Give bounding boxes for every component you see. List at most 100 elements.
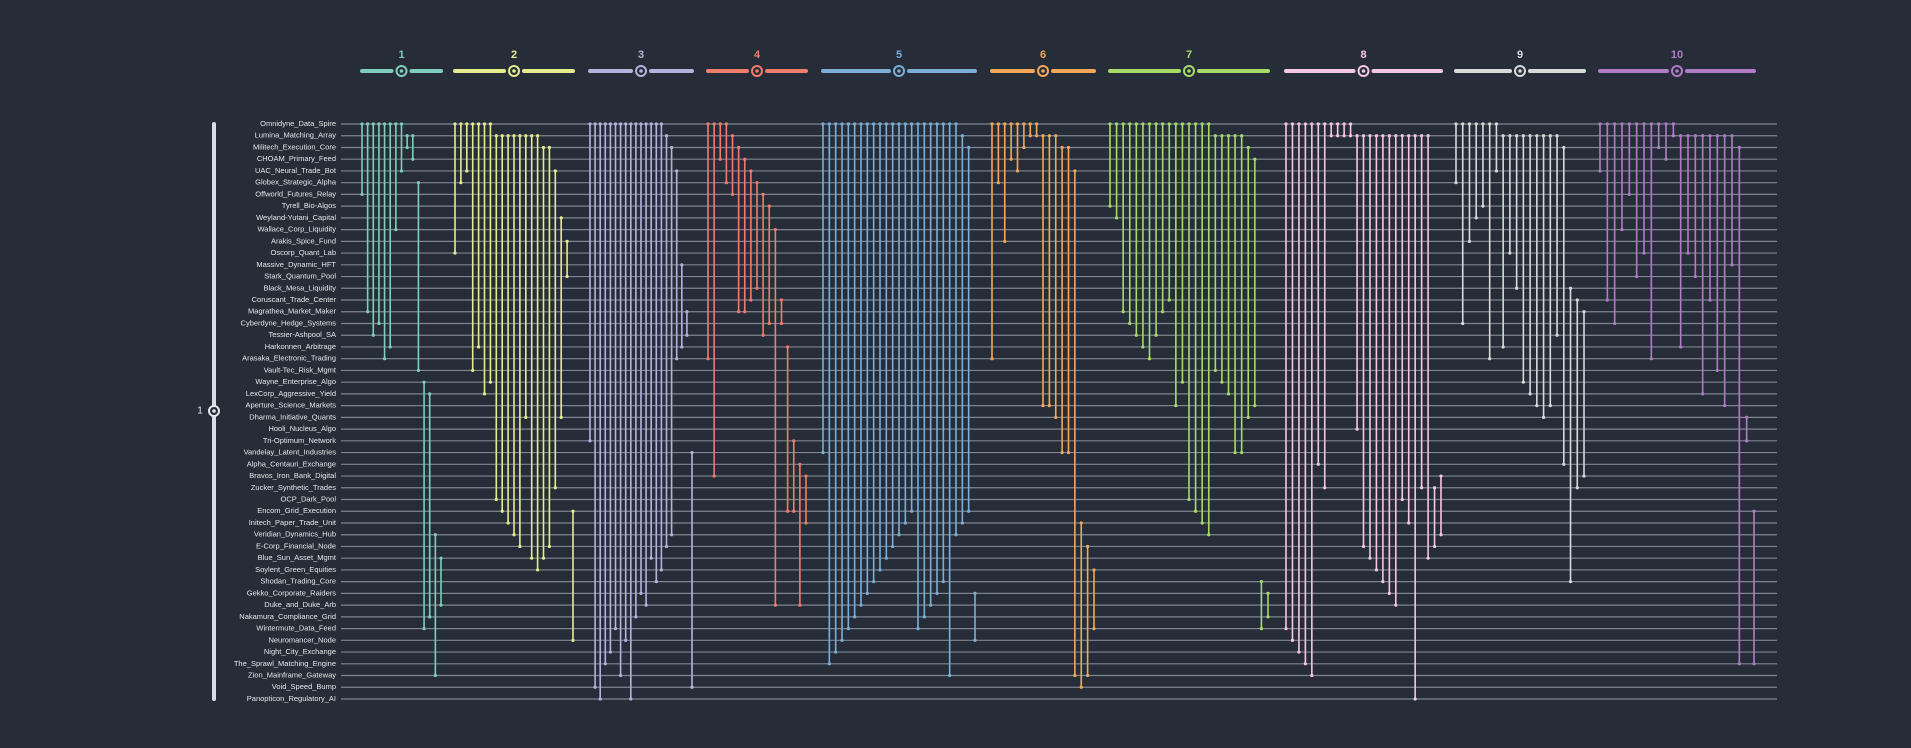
column-start [488, 122, 492, 126]
column-start [1374, 134, 1379, 138]
column-start [706, 122, 710, 126]
column-start [1474, 122, 1478, 126]
group-handle-dot [399, 69, 404, 73]
column-start [1635, 122, 1639, 126]
column-end [588, 439, 592, 443]
column-start [411, 134, 415, 138]
column-end [706, 357, 710, 361]
column-start [1723, 134, 1727, 138]
column-start [639, 122, 643, 126]
column-start [859, 122, 863, 126]
row-label: Void_Speed_Bump [272, 682, 336, 691]
column-start [730, 134, 735, 138]
column-start [1562, 145, 1566, 150]
column-start [1310, 122, 1314, 126]
column-end [1336, 134, 1340, 138]
column-start [382, 122, 387, 126]
column-end [377, 321, 381, 326]
column-start [1355, 134, 1359, 138]
column-end [1494, 169, 1499, 173]
column-end [659, 568, 664, 572]
group-handle-dot [1041, 69, 1045, 73]
column-start [853, 122, 857, 126]
column-end [471, 368, 475, 373]
column-end [512, 533, 516, 537]
column-start [1161, 122, 1165, 126]
column-start [690, 450, 694, 455]
column-start [1454, 122, 1458, 126]
column-end [724, 181, 728, 185]
column-start [910, 122, 914, 126]
column-end [767, 321, 771, 326]
column-end [1568, 580, 1573, 584]
column-start [1009, 122, 1013, 126]
column-start [916, 122, 920, 126]
column-start [1642, 122, 1646, 126]
column-start [1303, 122, 1307, 126]
column-end [859, 603, 863, 607]
column-end [730, 192, 735, 197]
column-end [929, 603, 933, 607]
column-end [935, 591, 939, 595]
group-label: 6 [1040, 49, 1046, 61]
column-end [1715, 368, 1719, 373]
column-start [1348, 122, 1353, 126]
column-start [536, 134, 540, 138]
column-start [827, 122, 831, 126]
column-end [506, 521, 510, 525]
column-end [629, 697, 633, 701]
row-label: Omnidyne_Data_Spire [260, 119, 336, 128]
column-end [779, 321, 784, 326]
column-end [654, 580, 658, 584]
column-end [1374, 568, 1379, 572]
column-start [1022, 122, 1026, 126]
column-start [767, 204, 771, 208]
column-end [1752, 662, 1756, 666]
row-label: Militech_Execution_Core [253, 142, 336, 151]
column-end [1461, 321, 1465, 326]
row-label: Zucker_Synthetic_Trades [251, 483, 336, 492]
column-start [1193, 122, 1198, 126]
column-end [1348, 134, 1353, 138]
column-start [1253, 157, 1257, 161]
column-start [603, 122, 607, 126]
column-start [1715, 134, 1719, 138]
column-end [1035, 134, 1039, 138]
column-start [664, 134, 669, 138]
column-end [1134, 333, 1138, 337]
column-end [1693, 274, 1697, 279]
row-label: Blue_Sun_Asset_Mgmt [258, 553, 337, 562]
column-start [1521, 134, 1525, 138]
column-start [1060, 145, 1064, 150]
column-end [1207, 533, 1211, 537]
row-label: Black_Mesa_Liquidity [263, 283, 336, 292]
column-end [1161, 310, 1165, 314]
column-start [821, 122, 825, 126]
column-end [1686, 251, 1690, 255]
column-start [1686, 134, 1690, 138]
column-start [1439, 474, 1443, 478]
row-label: Veridian_Dynamics_Hub [254, 530, 336, 539]
column-start [547, 145, 552, 150]
column-end [827, 662, 831, 666]
column-start [954, 122, 958, 126]
column-end [1521, 380, 1525, 384]
column-end [1368, 556, 1372, 560]
group-label: 8 [1360, 49, 1366, 61]
column-start [1508, 134, 1512, 138]
column-start [1329, 122, 1333, 126]
column-end [1079, 685, 1083, 689]
column-end [967, 509, 971, 513]
column-end [500, 509, 504, 513]
group-handle-dot [1675, 69, 1679, 73]
column-end [598, 697, 602, 701]
column-end [853, 615, 857, 619]
row-label: Weyland-Yutani_Capital [256, 213, 336, 222]
column-end [897, 533, 901, 537]
row-label: Initech_Paper_Trade_Unit [249, 518, 337, 527]
column-end [1635, 274, 1639, 279]
row-label: Tri-Optimum_Network [263, 436, 336, 445]
column-end [388, 345, 392, 349]
column-end [1193, 509, 1198, 513]
column-start [1394, 134, 1398, 138]
